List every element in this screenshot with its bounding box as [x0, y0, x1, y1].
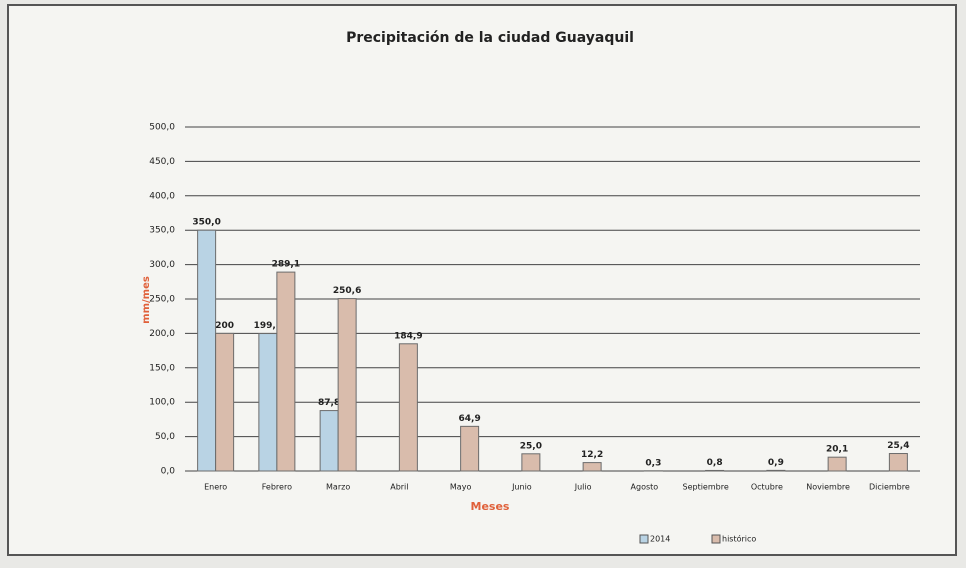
bar — [276, 271, 296, 472]
x-tick-label: Septiembre — [682, 483, 728, 492]
y-tick-label: 350,0 — [149, 226, 175, 236]
legend-swatch — [639, 534, 649, 544]
x-tick-label: Noviembre — [806, 483, 850, 492]
x-tick-label: Abril — [390, 483, 408, 492]
chart-frame — [7, 4, 957, 556]
x-tick-label: Junio — [511, 483, 532, 492]
bar — [215, 332, 235, 472]
bar — [258, 333, 278, 472]
x-tick-label: Febrero — [262, 483, 292, 492]
y-tick-label: 500,0 — [149, 123, 175, 133]
x-tick-label: Agosto — [631, 483, 659, 492]
legend-swatch — [711, 534, 721, 544]
legend-label: histórico — [722, 534, 756, 544]
data-label: 184,9 — [394, 331, 422, 341]
data-label: 87,8 — [318, 398, 340, 408]
x-tick-label: Mayo — [450, 483, 472, 492]
bar — [766, 469, 786, 472]
bar — [319, 410, 339, 472]
y-tick-label: 250,0 — [149, 295, 175, 305]
legend-label: 2014 — [650, 535, 670, 544]
data-label: 25,4 — [887, 441, 909, 451]
x-tick-label: Julio — [574, 483, 592, 492]
bar — [888, 453, 908, 472]
x-tick-label: Enero — [204, 483, 227, 492]
bar — [827, 456, 847, 472]
chart-title: Precipitación de la ciudad Guayaquil — [346, 30, 634, 46]
data-label: 289,1 — [272, 260, 300, 270]
y-tick-label: 100,0 — [149, 398, 175, 408]
y-tick-label: 300,0 — [149, 260, 175, 270]
data-label: 12,2 — [581, 450, 603, 460]
data-label: 199,8 — [254, 321, 282, 331]
bar — [337, 298, 357, 472]
bar — [521, 453, 541, 472]
data-label: 350,0 — [192, 218, 220, 228]
bar — [705, 469, 725, 472]
data-label: 64,9 — [459, 414, 481, 424]
x-tick-label: Marzo — [326, 483, 350, 492]
data-label: 25,0 — [520, 441, 542, 451]
data-label: 20,1 — [826, 445, 848, 455]
y-tick-label: 450,0 — [149, 157, 175, 167]
bar — [398, 343, 418, 472]
y-tick-label: 50,0 — [155, 432, 175, 442]
x-tick-label: Octubre — [751, 483, 783, 492]
data-label: 200 — [215, 321, 234, 331]
y-tick-label: 150,0 — [149, 363, 175, 373]
data-label: 0,9 — [768, 458, 784, 468]
bar — [460, 425, 480, 472]
x-axis-title: Meses — [471, 500, 510, 513]
y-tick-label: 200,0 — [149, 329, 175, 339]
bar — [197, 229, 217, 472]
bar — [582, 462, 602, 472]
y-tick-label: 400,0 — [149, 191, 175, 201]
data-label: 250,6 — [333, 286, 361, 296]
x-tick-label: Diciembre — [869, 483, 910, 492]
y-tick-label: 0,0 — [161, 467, 176, 477]
data-label: 0,8 — [707, 458, 723, 468]
y-axis-title: mm/mes — [141, 276, 152, 324]
data-label: 0,3 — [645, 458, 661, 468]
